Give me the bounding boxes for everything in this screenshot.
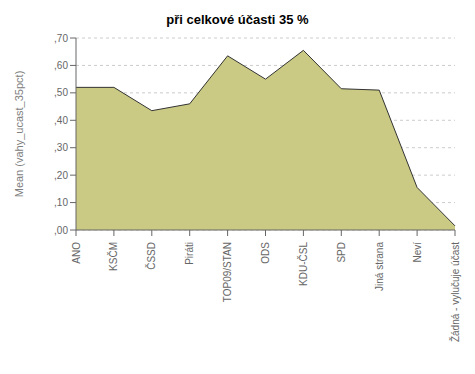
svg-text:,50: ,50 xyxy=(54,87,68,98)
svg-text:,70: ,70 xyxy=(54,33,68,44)
svg-text:,60: ,60 xyxy=(54,60,68,71)
svg-text:TOP09/STAN: TOP09/STAN xyxy=(222,242,233,302)
html-text:při celkové účasti 35 %: při celkové účasti 35 % xyxy=(166,12,309,27)
svg-text:Žádná - vylučuje účast: Žádná - vylučuje účast xyxy=(449,242,461,342)
svg-text:KSČΜ: KSČΜ xyxy=(107,242,119,271)
svg-text:,10: ,10 xyxy=(54,197,68,208)
svg-text:SPD: SPD xyxy=(336,242,347,263)
svg-text:ODS: ODS xyxy=(260,242,271,264)
svg-text:ANO: ANO xyxy=(71,242,82,264)
svg-text:,00: ,00 xyxy=(54,225,68,236)
svg-text:,40: ,40 xyxy=(54,115,68,126)
svg-text:,20: ,20 xyxy=(54,170,68,181)
svg-text:ČSSD: ČSSD xyxy=(145,242,157,270)
svg-text:KDU-ČSL: KDU-ČSL xyxy=(297,242,309,286)
svg-text:Piráti: Piráti xyxy=(184,242,195,265)
svg-text:,30: ,30 xyxy=(54,142,68,153)
svg-text:Mean (vahy_ucast_35pct): Mean (vahy_ucast_35pct) xyxy=(13,71,25,198)
svg-text:Neví: Neví xyxy=(412,242,423,263)
svg-text:Jiná strana: Jiná strana xyxy=(374,242,385,291)
